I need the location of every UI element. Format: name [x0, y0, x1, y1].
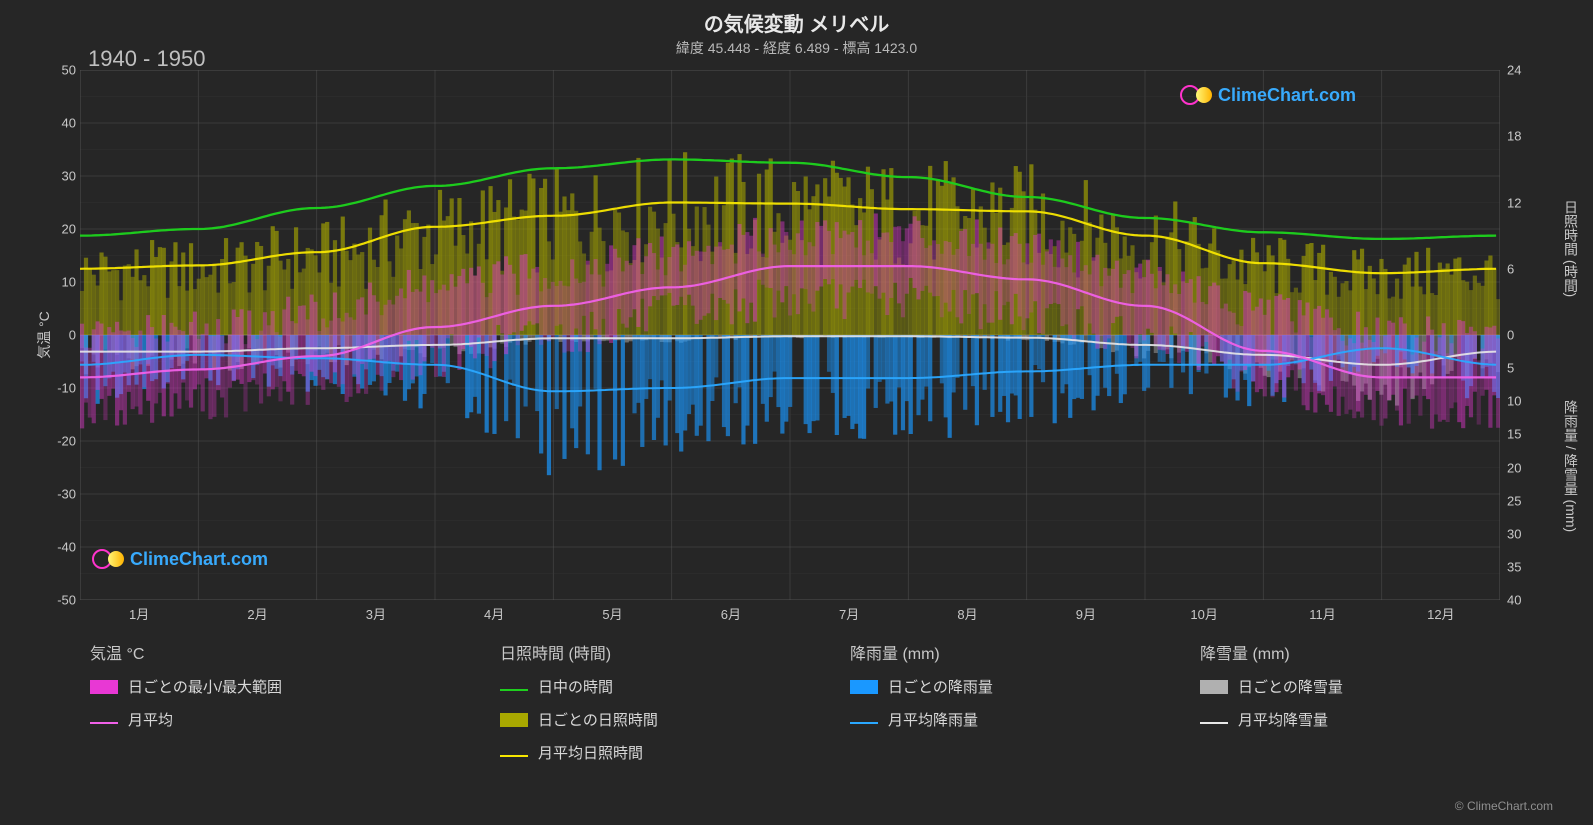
x-tick: 11月 [1309, 604, 1336, 623]
legend-header: 降雪量 (mm) [1200, 640, 1480, 664]
x-tick: 2月 [247, 604, 267, 623]
legend-item: 日ごとの最小/最大範囲 [90, 676, 430, 697]
legend-swatch [90, 722, 118, 724]
y-tick-right: 10 [1507, 394, 1531, 409]
brand-logo-bottom: ClimeChart.com [92, 548, 268, 570]
y-tick-right: 35 [1507, 559, 1531, 574]
legend-item: 日ごとの日照時間 [500, 709, 780, 730]
chart-container: の気候変動 メリベル 緯度 45.448 - 経度 6.489 - 標高 142… [0, 0, 1593, 825]
y-tick-right: 18 [1507, 129, 1531, 144]
y-tick-left: 0 [48, 328, 76, 343]
climechart-icon [92, 548, 124, 570]
legend-item: 日中の時間 [500, 676, 780, 697]
legend-swatch [850, 722, 878, 724]
y-tick-right: 30 [1507, 526, 1531, 541]
legend-item: 日ごとの降雪量 [1200, 676, 1480, 697]
legend-header: 日照時間 (時間) [500, 640, 780, 664]
y-tick-right: 5 [1507, 361, 1531, 376]
legend-swatch [500, 713, 528, 727]
legend-col-sun: 日照時間 (時間) 日中の時間日ごとの日照時間月平均日照時間 [500, 640, 780, 763]
y-tick-left: -30 [48, 487, 76, 502]
legend-swatch [850, 680, 878, 694]
legend-item: 日ごとの降雨量 [850, 676, 1130, 697]
y-tick-left: -10 [48, 381, 76, 396]
legend-col-temp: 気温 °C 日ごとの最小/最大範囲月平均 [90, 640, 430, 763]
y-axis-right-top-label: 日照時間 (時間) [1561, 200, 1581, 297]
x-tick: 10月 [1190, 604, 1217, 623]
legend-label: 月平均 [128, 709, 173, 730]
legend-label: 日中の時間 [538, 676, 613, 697]
legend-label: 月平均日照時間 [538, 742, 643, 763]
x-tick: 4月 [484, 604, 504, 623]
credit: © ClimeChart.com [1455, 799, 1553, 813]
legend-item: 月平均降雪量 [1200, 709, 1480, 730]
legend-item: 月平均 [90, 709, 430, 730]
y-tick-right: 6 [1507, 261, 1531, 276]
y-tick-right: 24 [1507, 63, 1531, 78]
legend-label: 日ごとの日照時間 [538, 709, 658, 730]
legend-item: 月平均日照時間 [500, 742, 780, 763]
legend: 気温 °C 日ごとの最小/最大範囲月平均 日照時間 (時間) 日中の時間日ごとの日照時… [90, 640, 1510, 763]
x-tick: 8月 [957, 604, 977, 623]
chart-svg [80, 70, 1500, 600]
x-tick: 3月 [366, 604, 386, 623]
brand-text: ClimeChart.com [1218, 85, 1356, 106]
x-tick: 7月 [839, 604, 859, 623]
plot-area [80, 70, 1500, 600]
legend-label: 月平均降雪量 [1238, 709, 1328, 730]
legend-swatch [500, 755, 528, 757]
legend-header: 気温 °C [90, 640, 430, 664]
y-tick-right: 12 [1507, 195, 1531, 210]
legend-header: 降雨量 (mm) [850, 640, 1130, 664]
x-tick: 1月 [129, 604, 149, 623]
y-tick-left: -50 [48, 593, 76, 608]
legend-swatch [90, 680, 118, 694]
legend-swatch [500, 689, 528, 691]
y-tick-left: 10 [48, 275, 76, 290]
y-tick-right: 0 [1507, 328, 1531, 343]
y-tick-left: 50 [48, 63, 76, 78]
legend-swatch [1200, 722, 1228, 724]
chart-title: の気候変動 メリベル [0, 8, 1593, 37]
y-tick-right: 15 [1507, 427, 1531, 442]
legend-label: 日ごとの降雨量 [888, 676, 993, 697]
climechart-icon [1180, 84, 1212, 106]
period-label: 1940 - 1950 [88, 46, 205, 72]
chart-subtitle: 緯度 45.448 - 経度 6.489 - 標高 1423.0 [0, 38, 1593, 58]
brand-logo-top: ClimeChart.com [1180, 84, 1356, 106]
y-axis-right-bottom-label: 降雨量 / 降雪量 (mm) [1561, 400, 1581, 532]
legend-col-rain: 降雨量 (mm) 日ごとの降雨量月平均降雨量 [850, 640, 1130, 763]
legend-label: 月平均降雨量 [888, 709, 978, 730]
y-tick-right: 20 [1507, 460, 1531, 475]
x-tick: 12月 [1427, 604, 1454, 623]
legend-label: 日ごとの降雪量 [1238, 676, 1343, 697]
x-tick: 5月 [602, 604, 622, 623]
y-tick-left: 20 [48, 222, 76, 237]
y-tick-right: 40 [1507, 593, 1531, 608]
x-tick: 6月 [721, 604, 741, 623]
y-tick-left: -20 [48, 434, 76, 449]
legend-item: 月平均降雨量 [850, 709, 1130, 730]
legend-col-snow: 降雪量 (mm) 日ごとの降雪量月平均降雪量 [1200, 640, 1480, 763]
legend-swatch [1200, 680, 1228, 694]
legend-label: 日ごとの最小/最大範囲 [128, 676, 282, 697]
y-tick-left: -40 [48, 540, 76, 555]
brand-text: ClimeChart.com [130, 549, 268, 570]
x-tick: 9月 [1076, 604, 1096, 623]
y-tick-left: 30 [48, 169, 76, 184]
y-tick-left: 40 [48, 116, 76, 131]
y-tick-right: 25 [1507, 493, 1531, 508]
